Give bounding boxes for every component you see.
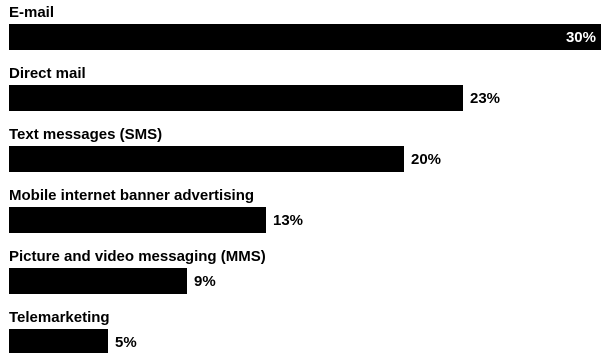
category-label: Text messages (SMS)	[9, 126, 162, 143]
bar	[9, 85, 463, 111]
bar	[9, 207, 266, 233]
category-label: Picture and video messaging (MMS)	[9, 248, 266, 265]
category-label: Telemarketing	[9, 309, 110, 326]
bar	[9, 146, 404, 172]
value-label: 23%	[470, 90, 500, 107]
bars-layer: E-mail 30% Direct mail 23% Text messages (SM…	[9, 4, 601, 353]
value-label: 5%	[115, 334, 137, 351]
value-label: 9%	[194, 273, 216, 290]
category-label: Mobile internet banner advertising	[9, 187, 254, 204]
category-label: Direct mail	[9, 65, 86, 82]
bar	[9, 268, 187, 294]
bar	[9, 329, 108, 353]
category-label: E-mail	[9, 4, 54, 21]
value-label: 30%	[566, 29, 596, 46]
value-label: 13%	[273, 212, 303, 229]
value-label: 20%	[411, 151, 441, 168]
bar	[9, 24, 601, 50]
